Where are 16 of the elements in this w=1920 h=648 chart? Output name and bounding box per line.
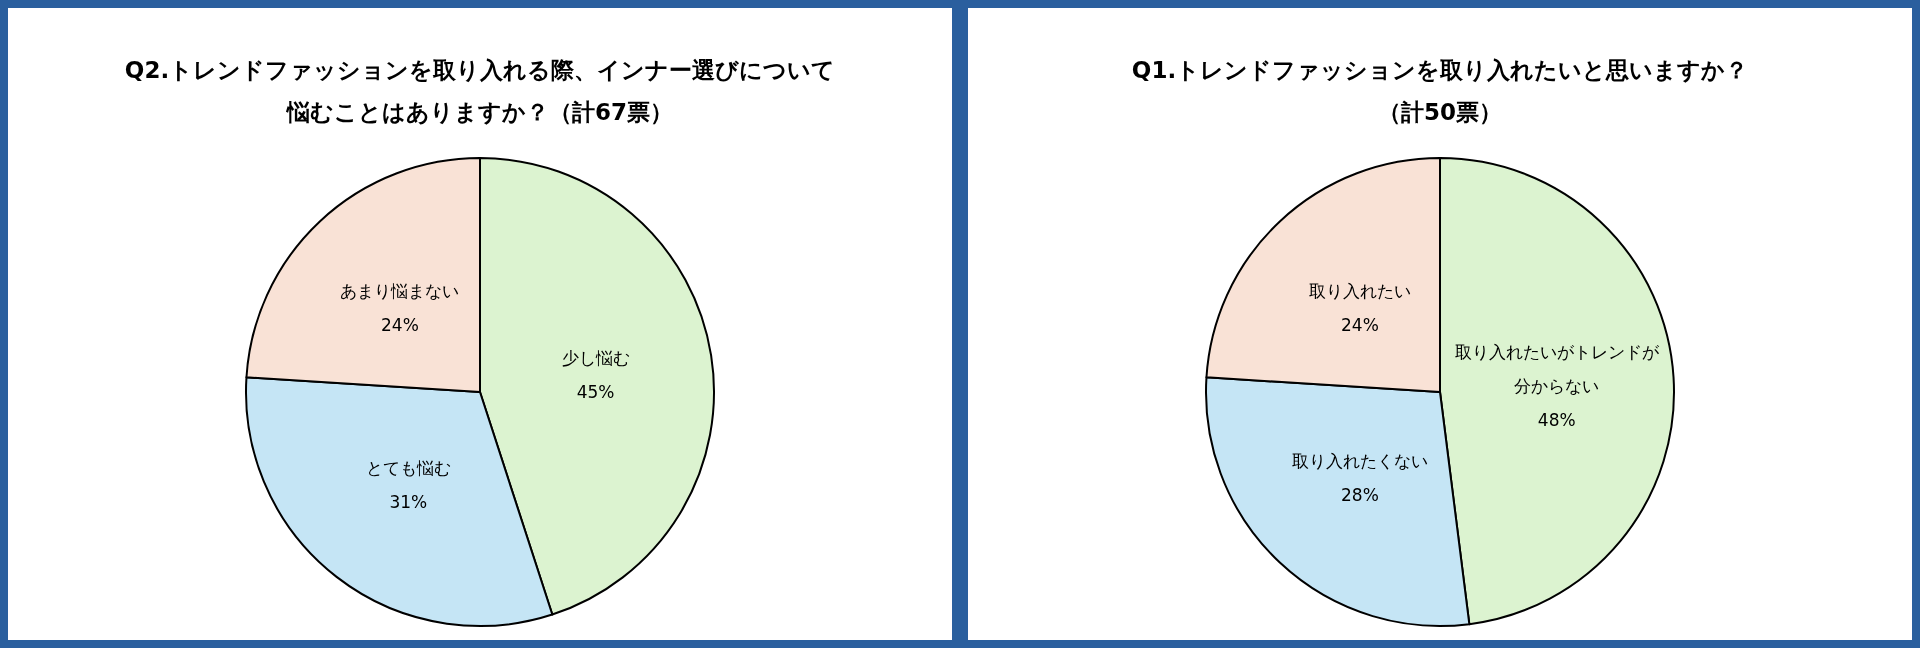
slice-label: 取り入れたいがトレンドが分からない (1454, 341, 1660, 396)
data-label: 28% (1341, 485, 1379, 506)
slice-label: あまり悩まない (340, 280, 460, 301)
chart-title: Q1.トレンドファッションを取り入れたいと思いますか？ (1131, 57, 1749, 83)
data-label: 31% (389, 492, 428, 513)
slice-label: 取り入れたい (1308, 280, 1411, 301)
chart-subtitle: （計50票） (1377, 99, 1503, 125)
data-label: 24% (1341, 314, 1379, 335)
slice-label: とても悩む (365, 458, 451, 479)
chart-subtitle: 悩むことはありますか？（計67票） (284, 99, 674, 125)
chart-title: Q2.トレンドファッションを取り入れる際、インナー選びについて (124, 57, 836, 83)
data-label: 24% (381, 314, 419, 335)
slice-label: 取り入れたくない (1291, 451, 1428, 472)
data-label: 48% (1537, 409, 1576, 430)
slice-label: 少し悩む (561, 347, 630, 368)
data-label: 45% (576, 381, 615, 402)
